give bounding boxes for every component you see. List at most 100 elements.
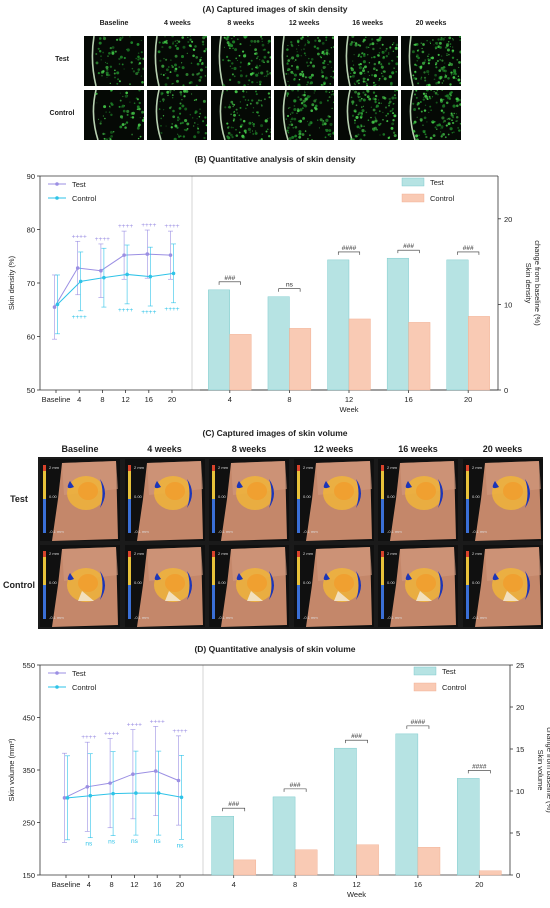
volume-group-label: Control <box>3 580 35 590</box>
density-image-tile <box>147 90 208 140</box>
x-axis-label: Week <box>347 890 366 899</box>
data-point <box>168 253 173 257</box>
scale-label: -0.1 mm <box>472 529 487 534</box>
significance-mark: ++++ <box>141 309 156 316</box>
panel-a-title: (A) Captured images of skin density <box>202 4 348 14</box>
significance-bracket <box>337 251 361 255</box>
significance-label: ### <box>463 245 474 252</box>
significance-label: ### <box>224 275 235 282</box>
volume-timepoint-label: 12 weeks <box>313 444 354 454</box>
y-tick-label: 20 <box>516 703 524 712</box>
legend-marker <box>55 671 59 675</box>
x-tick-label: 12 <box>121 395 129 404</box>
scale-label: 2 mm <box>303 465 314 470</box>
scale-label: 0.00 <box>472 494 481 499</box>
density-image-tile <box>274 90 335 140</box>
data-point <box>65 796 70 800</box>
volume-image-tile: 2 mm 0.00 -0.1 mm <box>209 545 289 627</box>
significance-mark: ++++ <box>164 306 179 313</box>
scale-label: 0.00 <box>218 494 227 499</box>
significance-mark: ++++ <box>72 314 87 321</box>
volume-timepoint-label: 4 weeks <box>147 444 182 454</box>
bar-control <box>289 328 312 391</box>
volume-image-tile: 2 mm 0.00 -0.1 mm <box>124 459 205 541</box>
y-tick-label: 250 <box>22 819 35 828</box>
significance-bracket <box>278 288 301 292</box>
significance-bracket <box>345 739 368 744</box>
legend-swatch <box>413 682 437 692</box>
scale-label: 2 mm <box>49 551 60 556</box>
density-timepoint-label: 12 weeks <box>288 20 320 27</box>
legend-label: Control <box>72 683 97 692</box>
significance-label: #### <box>472 763 487 770</box>
y-tick-label: 20 <box>504 215 512 224</box>
significance-label: ### <box>351 733 362 740</box>
volume-image-tile: 2 mm 0.00 -0.1 mm <box>124 545 205 627</box>
density-image-tile <box>84 90 144 140</box>
data-point <box>52 305 57 309</box>
volume-image-tile: 2 mm 0.00 -0.1 mm <box>462 459 543 541</box>
x-tick-label: 8 <box>293 880 297 889</box>
y-tick-label: 10 <box>504 300 512 309</box>
scale-label: -0.1 mm <box>134 529 149 534</box>
data-point <box>78 279 83 284</box>
y-tick-label: 70 <box>27 279 35 288</box>
scale-label: 2 mm <box>387 551 398 556</box>
x-tick-label: 20 <box>475 880 483 889</box>
y-tick-label: 5 <box>516 829 520 838</box>
data-point <box>171 271 176 276</box>
x-tick-label: 8 <box>287 395 291 404</box>
bar-test <box>327 259 350 391</box>
y-tick-label: 25 <box>516 661 524 670</box>
data-point <box>62 796 67 800</box>
data-point <box>179 795 184 800</box>
scale-label: 0.00 <box>218 580 227 585</box>
bar-control <box>356 844 379 876</box>
density-image-tile <box>401 36 461 86</box>
bar-test <box>272 796 296 876</box>
x-tick-label: Baseline <box>42 395 71 404</box>
bar-control <box>468 316 490 391</box>
density-timepoint-label: 4 weeks <box>163 20 191 27</box>
volume-timepoint-label: 8 weeks <box>231 444 267 454</box>
significance-bracket <box>467 770 491 774</box>
density-image-tile <box>210 90 271 140</box>
series-line <box>57 272 174 305</box>
legend-marker <box>55 685 59 689</box>
scale-label: -0.1 mm <box>472 615 487 620</box>
significance-mark: ++++ <box>81 734 96 741</box>
significance-bracket <box>397 249 420 254</box>
x-axis-label: Week <box>339 405 358 414</box>
data-point <box>108 781 112 785</box>
x-tick-label: 8 <box>100 395 104 404</box>
legend-swatch <box>413 666 437 676</box>
scale-label: -0.1 mm <box>387 529 402 534</box>
significance-label: #### <box>342 245 357 252</box>
y-tick-label: 0 <box>516 871 520 880</box>
x-tick-label: 4 <box>228 395 232 404</box>
significance-mark: ns <box>108 839 116 846</box>
bar-test <box>456 778 480 876</box>
bar-control <box>479 870 502 876</box>
significance-mark: ++++ <box>95 236 110 243</box>
y-axis-label: change from baseline (%) <box>545 727 550 813</box>
x-tick-label: 20 <box>176 880 184 889</box>
y-tick-label: 350 <box>22 766 35 775</box>
density-group-label: Control <box>49 110 75 117</box>
legend-label: Test <box>430 178 445 187</box>
x-tick-label: 16 <box>145 395 153 404</box>
x-tick-label: 12 <box>345 395 353 404</box>
bar-control <box>294 849 318 876</box>
x-tick-label: 16 <box>404 395 412 404</box>
density-timepoint-label: 8 weeks <box>227 20 255 27</box>
density-image-tile <box>337 90 398 140</box>
scale-label: 0.00 <box>303 494 312 499</box>
scale-label: 0.00 <box>49 494 58 499</box>
data-point <box>122 253 126 257</box>
significance-mark: ns <box>131 838 139 845</box>
bar-control <box>408 322 431 391</box>
y-axis-label: Skin volume (mm³) <box>7 738 16 801</box>
significance-label: ns <box>286 282 294 289</box>
